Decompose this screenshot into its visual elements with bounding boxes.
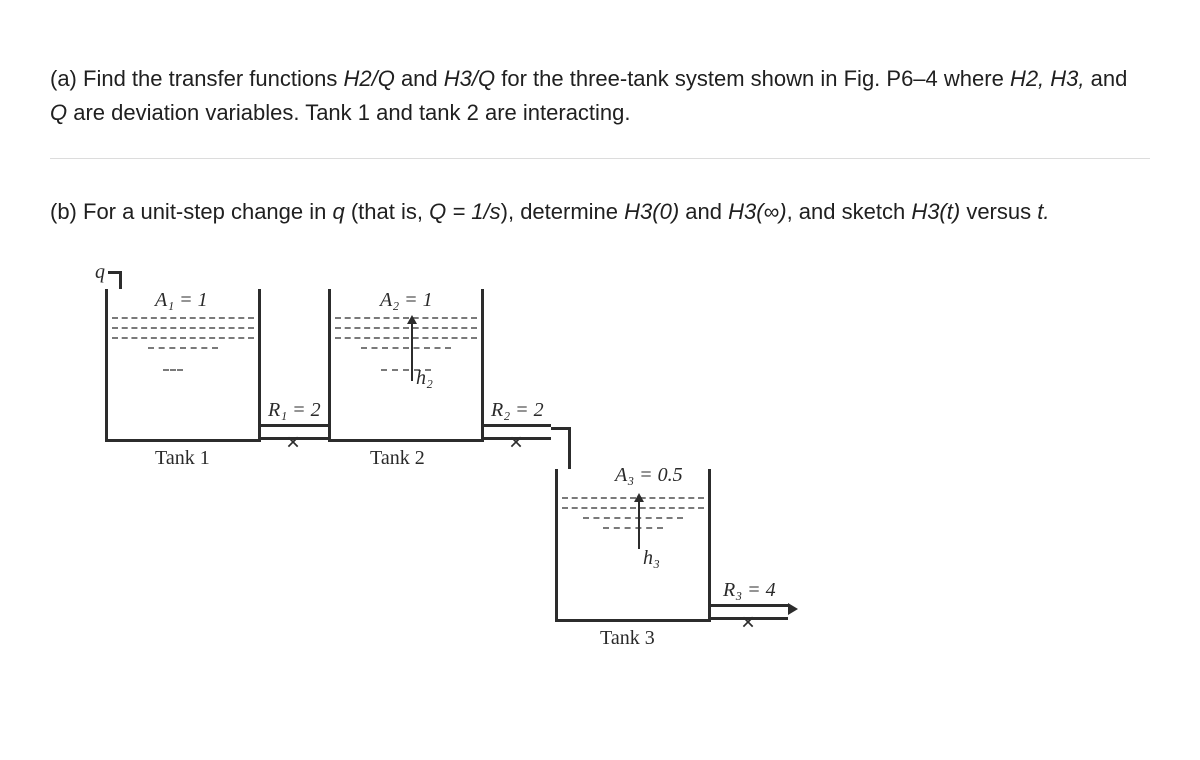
tank3-area-label: A₃ = 0.5 [615, 464, 683, 487]
part-a-label: (a) [50, 66, 77, 91]
part-b-paragraph: (b) For a unit-step change in q (that is… [50, 195, 1150, 229]
h2-arrow-up-icon [407, 315, 417, 324]
inflow-label: q [95, 261, 105, 284]
three-tank-diagram: q A₁ = 1 Tank 1 ✕ R₁ = 2 [70, 259, 890, 679]
tank3-name: Tank 3 [600, 627, 655, 650]
drop-elbow [551, 427, 571, 430]
h3-indicator-line [638, 499, 640, 549]
tf-h3q: H3/Q [444, 66, 495, 91]
part-a-paragraph: (a) Find the transfer functions H2/Q and… [50, 62, 1150, 130]
r3-label: R₃ = 4 [723, 579, 776, 602]
tank2-area-label: A₂ = 1 [380, 289, 433, 312]
tank1-area-label: A₁ = 1 [155, 289, 208, 312]
valve-r1-icon: ✕ [285, 433, 300, 454]
h2-indicator-line [411, 321, 413, 381]
outflow-arrow-icon [788, 603, 798, 615]
h3-arrow-up-icon [634, 493, 644, 502]
valve-r2-icon: ✕ [508, 433, 523, 454]
part-b-label: (b) [50, 199, 77, 224]
tank3-liquid [558, 469, 708, 619]
separator-rule [50, 158, 1150, 159]
tank-3 [555, 469, 711, 622]
problem-page: (a) Find the transfer functions H2/Q and… [0, 0, 1200, 760]
tf-h2q: H2/Q [343, 66, 394, 91]
tank2-name: Tank 2 [370, 447, 425, 470]
drop-pipe [568, 427, 571, 471]
r1-label: R₁ = 2 [268, 399, 321, 422]
h2-label: h₂ [416, 367, 433, 390]
r2-label: R₂ = 2 [491, 399, 544, 422]
tank1-name: Tank 1 [155, 447, 210, 470]
valve-r3-icon: ✕ [740, 613, 755, 634]
h3-label: h₃ [643, 547, 660, 570]
